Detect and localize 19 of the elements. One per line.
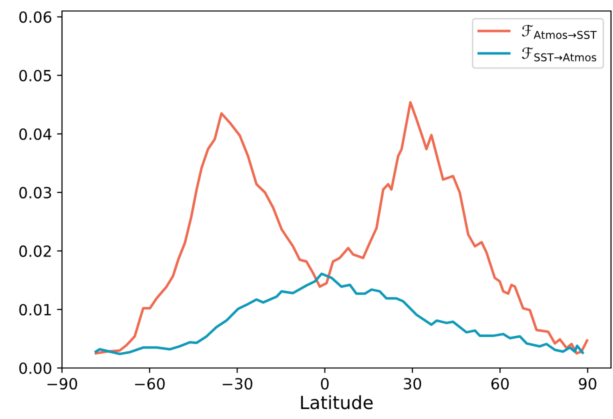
y-tick-label: 0.06	[19, 11, 52, 23]
x-tick-label: 0	[320, 378, 329, 390]
y-tick-label: 0.05	[19, 70, 51, 82]
y-tick-label: 0.02	[19, 245, 51, 257]
x-tick-label: −90	[47, 378, 78, 390]
y-tick-label: 0.01	[19, 304, 51, 316]
x-tick-label: 60	[491, 378, 509, 390]
x-tick-label: −60	[135, 378, 165, 390]
x-tick-label: 30	[404, 378, 422, 390]
x-axis-title: Latitude	[301, 395, 373, 410]
y-tick-label: 0.00	[19, 362, 52, 374]
x-tick-label: −30	[222, 378, 252, 390]
y-tick-label: 0.03	[19, 186, 52, 198]
line-series	[94, 272, 584, 356]
y-tick-label: 0.04	[19, 128, 52, 140]
legend-label: ℱ$_{SST→Atmos}$	[522, 47, 596, 62]
line-series	[94, 101, 588, 355]
x-tick-label: 90	[578, 378, 596, 390]
legend-label: ℱ$_{Atmos→SST}$	[522, 24, 597, 39]
